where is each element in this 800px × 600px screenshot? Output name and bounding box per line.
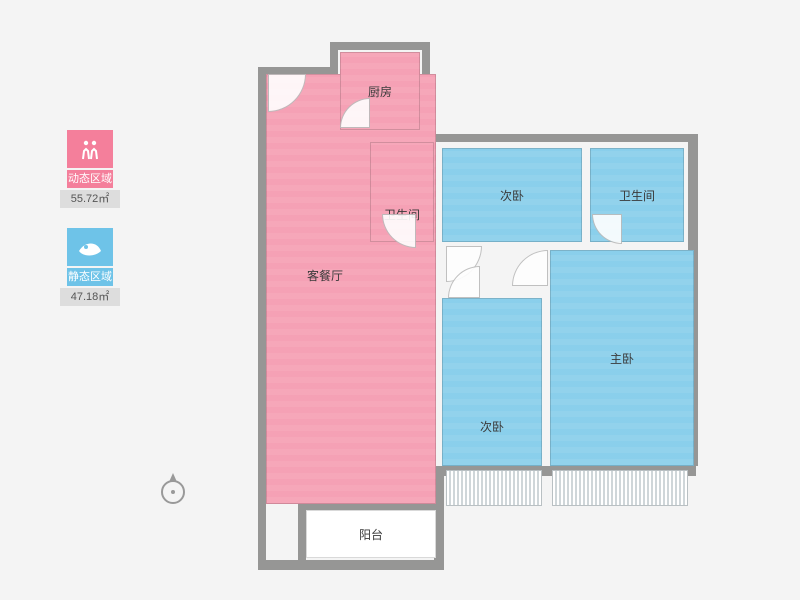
room-label: 主卧 [610, 350, 634, 367]
legend-dynamic-value: 55.72㎡ [60, 190, 120, 208]
door-arc [512, 250, 548, 286]
legend-dynamic: 动态区域 55.72㎡ [55, 130, 125, 208]
people-icon [67, 130, 113, 168]
room-label: 次卧 [500, 187, 524, 204]
room-label: 卫生间 [619, 187, 655, 204]
room-label: 厨房 [368, 83, 392, 100]
room-label: 阳台 [359, 526, 383, 543]
legend-static-value: 47.18㎡ [60, 288, 120, 306]
wall [258, 67, 266, 567]
window [552, 470, 688, 506]
room-bed2-top: 次卧 [442, 148, 582, 242]
room-label: 客餐厅 [307, 267, 343, 284]
legend: 动态区域 55.72㎡ 静态区域 47.18㎡ [55, 130, 125, 326]
legend-static: 静态区域 47.18㎡ [55, 228, 125, 306]
window [446, 470, 542, 506]
room-living: 客餐厅 [266, 74, 436, 504]
floorplan: 客餐厅 厨房 卫生间 次卧 卫生间 主卧 次卧 阳台 [250, 14, 702, 574]
wall [422, 134, 692, 142]
room-bed2-bot: 次卧 [442, 298, 542, 466]
room-label: 次卧 [480, 418, 504, 435]
wall [298, 502, 306, 562]
wall [330, 42, 430, 50]
compass-icon [155, 470, 191, 506]
sleep-icon [67, 228, 113, 266]
room-bed-master: 主卧 [550, 250, 694, 466]
room-balcony: 阳台 [306, 510, 436, 558]
legend-dynamic-title: 动态区域 [67, 170, 113, 188]
legend-static-title: 静态区域 [67, 268, 113, 286]
wall [258, 560, 444, 570]
